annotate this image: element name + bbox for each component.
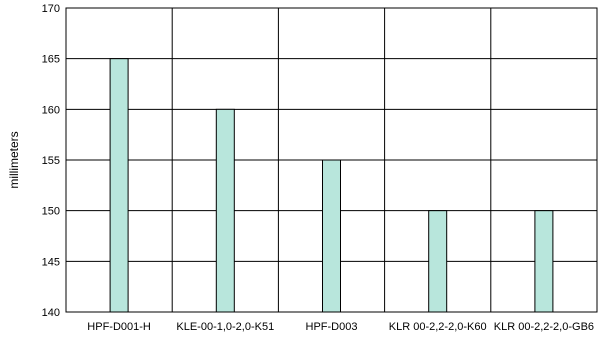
bar [428, 210, 448, 313]
bar [109, 58, 129, 313]
y-tick-label: 160 [42, 104, 60, 116]
y-axis-label: millimeters [7, 131, 21, 188]
labels-layer: 140 145 150 155 160 165 170 HPF-D001-H KLE-00-1,… [7, 3, 594, 333]
bar [534, 210, 554, 313]
y-tick-label: 150 [42, 206, 60, 218]
x-tick-label: KLR 00-2,2-2,0-K60 [389, 321, 487, 333]
x-tick-label: KLE-00-1,0-2,0-K51 [176, 321, 274, 333]
y-tick-label: 170 [42, 3, 60, 15]
x-tick-label: HPF-D001-H [87, 321, 151, 333]
plot-frame [65, 7, 598, 313]
bar [215, 108, 235, 313]
y-tick-label: 140 [42, 307, 60, 319]
bar [322, 159, 341, 313]
axis-layer [65, 7, 598, 313]
y-tick-label: 165 [42, 54, 60, 66]
x-tick-label: KLR 00-2,2-2,0-GB6 [494, 321, 594, 333]
y-tick-label: 145 [42, 256, 60, 268]
y-tick-label: 155 [42, 155, 60, 167]
x-tick-label: HPF-D003 [306, 321, 358, 333]
